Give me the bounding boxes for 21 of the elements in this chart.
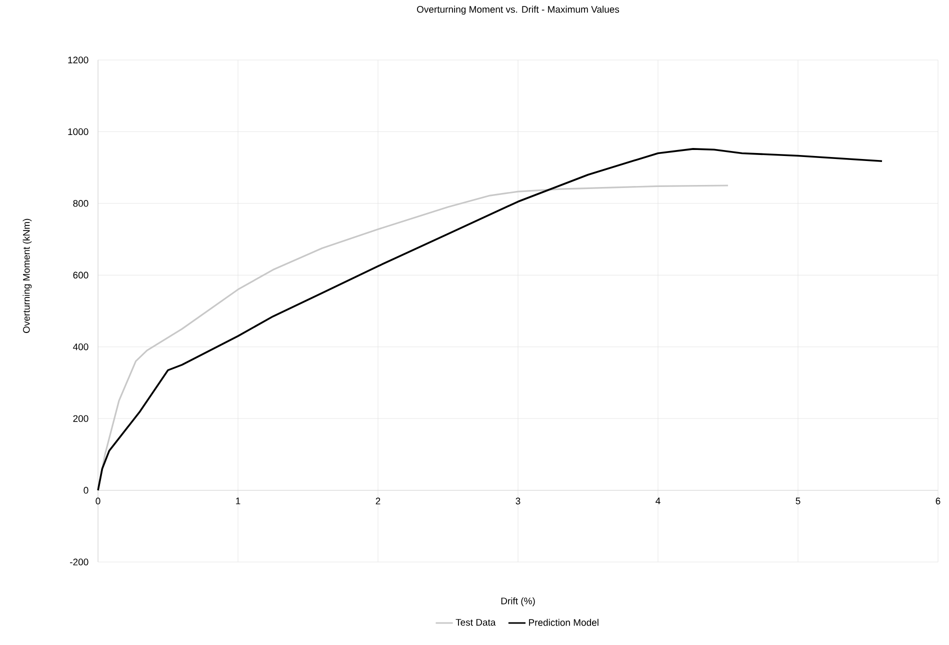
x-tick-label: 0	[96, 498, 100, 504]
x-tick-label: 1	[236, 498, 240, 504]
y-tick-label: 600	[73, 272, 88, 279]
legend-label: Test Data	[456, 619, 496, 626]
line-series	[97, 148, 883, 492]
x-axis-title: Drift (%)	[501, 597, 535, 606]
y-tick-label: 800	[73, 200, 88, 207]
y-tick-label: 1000	[68, 128, 88, 136]
y-axis-title: Overturning Moment (kNm)	[22, 218, 32, 333]
y-tick-label: -200	[70, 558, 88, 566]
y-tick-label: 1200	[68, 56, 88, 64]
x-tick-label: 6	[936, 498, 940, 504]
x-tick-label: 5	[796, 498, 800, 504]
y-tick-label: 400	[73, 343, 88, 350]
legend-label: Prediction Model	[529, 618, 598, 626]
y-tick-label: 0	[84, 486, 88, 494]
chart-title: Overturning Moment vs. Drift - Maximum Values	[417, 6, 620, 15]
x-tick-label: 4	[656, 498, 660, 504]
x-tick-label: 3	[516, 498, 520, 504]
x-tick-label: 2	[376, 498, 380, 504]
y-tick-label: 200	[73, 415, 88, 422]
